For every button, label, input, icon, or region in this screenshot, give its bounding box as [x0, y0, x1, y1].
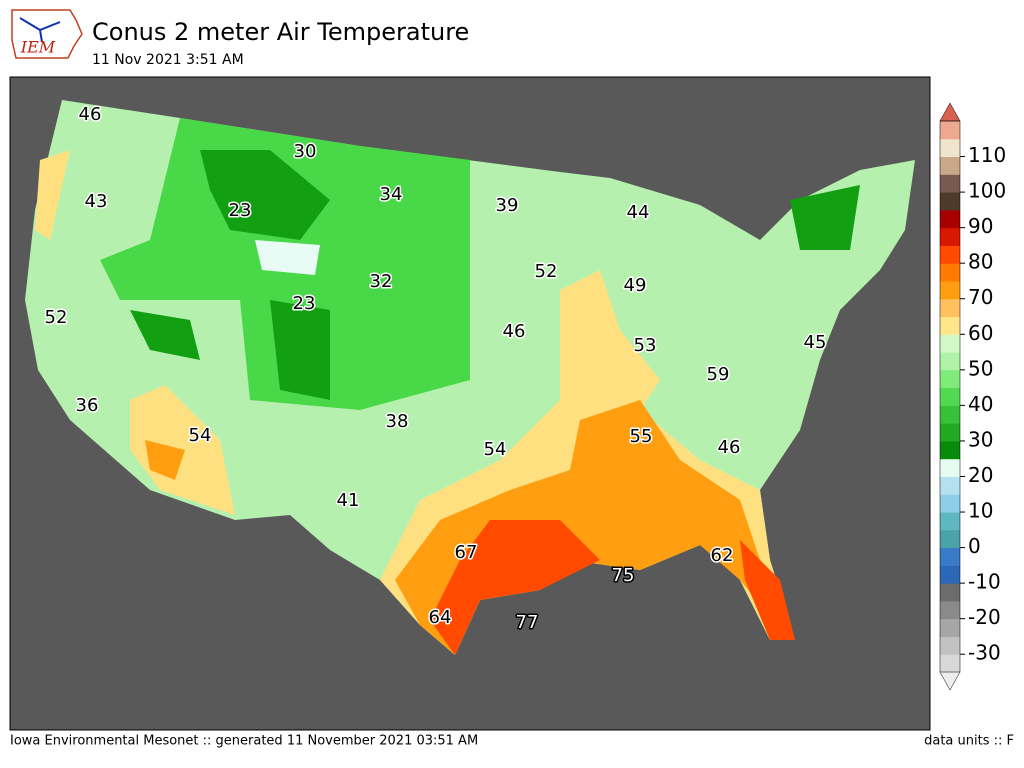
- colorbar-segment: [940, 423, 960, 442]
- colorbar-segment: [940, 192, 960, 211]
- colorbar-segment: [940, 245, 960, 264]
- footer-units: data units :: F: [924, 734, 1014, 749]
- colorbar-extend-low: [939, 671, 961, 691]
- temperature-label: 23: [293, 293, 316, 314]
- temperature-label: 54: [484, 439, 507, 460]
- colorbar-segment: [940, 121, 960, 140]
- colorbar-tick-label: 100: [968, 179, 1006, 203]
- colorbar-tick-label: 20: [968, 463, 993, 487]
- colorbar-frame: [939, 120, 961, 673]
- temperature-label: 75: [612, 565, 635, 586]
- temperature-label: 23: [229, 200, 252, 221]
- colorbar-segment: [940, 512, 960, 531]
- colorbar-segment: [940, 369, 960, 389]
- temperature-label: 36: [76, 395, 99, 416]
- colorbar-tick-label: 30: [968, 427, 993, 451]
- temperature-label: 46: [718, 437, 741, 458]
- colorbar-segment: [940, 387, 960, 406]
- colorbar-segment: [940, 440, 960, 460]
- temperature-label: 59: [707, 364, 730, 385]
- temperature-label: 39: [496, 195, 519, 216]
- temperature-label: 43: [85, 191, 108, 212]
- temperature-label: 46: [79, 104, 102, 125]
- logo: IEM: [11, 9, 83, 59]
- temperature-label: 38: [386, 411, 409, 432]
- colorbar-tick-label: 70: [968, 285, 993, 309]
- colorbar-tick-label: -30: [968, 641, 1001, 665]
- colorbar-segment: [940, 334, 960, 353]
- colorbar-segment: [940, 636, 960, 655]
- colorbar-segment: [940, 583, 960, 602]
- footer-credit: Iowa Environmental Mesonet :: generated …: [10, 734, 478, 749]
- colorbar-segment: [940, 458, 960, 477]
- colorbar-tick-label: -20: [968, 605, 1001, 629]
- colorbar-segment: [940, 405, 960, 424]
- colorbar-extend-high: [939, 102, 961, 122]
- colorbar-segment: [940, 565, 960, 584]
- temperature-label: 49: [624, 275, 647, 296]
- temperature-label: 34: [380, 184, 403, 205]
- colorbar-segment: [940, 494, 960, 513]
- cold-region: [130, 150, 860, 400]
- colorbar-segment: [940, 654, 960, 673]
- colorbar-segment: [940, 209, 960, 229]
- temperature-label: 52: [45, 307, 68, 328]
- colorbar-tick-label: 10: [968, 499, 993, 523]
- temperature-label: 46: [503, 321, 526, 342]
- temperature-label: 64: [429, 607, 452, 628]
- colorbar-segment: [940, 227, 960, 246]
- title: Conus 2 meter Air Temperature: [92, 18, 469, 46]
- colorbar-tick-label: 110: [968, 143, 1006, 167]
- temperature-label: 30: [294, 141, 317, 162]
- map: [9, 76, 931, 731]
- colorbar-segment: [940, 298, 960, 318]
- colorbar-segment: [940, 352, 960, 371]
- temperature-label: 41: [337, 490, 360, 511]
- temperature-label: 77: [516, 612, 539, 633]
- colorbar-segment: [940, 529, 960, 549]
- logo-outline: [11, 9, 83, 59]
- temperature-label: 52: [535, 261, 558, 282]
- colorbar-tick-label: 60: [968, 321, 993, 345]
- colorbar-segment: [940, 316, 960, 335]
- hot-region: [145, 400, 790, 655]
- hottest-region: [430, 520, 795, 655]
- colorbar-segment: [940, 174, 960, 193]
- temperature-label: 55: [630, 426, 653, 447]
- colorbar: -30 -20 -10 0 10 20 30 40 50 60 70 80 90 100 110: [939, 102, 1006, 691]
- colorbar-tick-label: -10: [968, 570, 1001, 594]
- colorbar-tick-label: 50: [968, 356, 993, 380]
- colorbar-tick-label: 80: [968, 250, 993, 274]
- coldest-region: [255, 240, 320, 275]
- colorbar-segment: [940, 156, 960, 175]
- colorbar-tick-label: 0: [968, 534, 981, 558]
- logo-text: IEM: [20, 38, 56, 57]
- subtitle: 11 Nov 2021 3:51 AM: [92, 52, 244, 68]
- colorbar-segment: [940, 547, 960, 566]
- temperature-label: 67: [455, 542, 478, 563]
- temperature-label: 53: [634, 335, 657, 356]
- temperature-label: 45: [804, 332, 827, 353]
- colorbar-segment: [940, 263, 960, 282]
- colorbar-segment: [940, 280, 960, 300]
- temperature-label: 54: [189, 425, 212, 446]
- colorbar-tick-label: 40: [968, 392, 993, 416]
- temperature-label: 32: [370, 271, 393, 292]
- colorbar-tick-label: 90: [968, 214, 993, 238]
- colorbar-segment: [940, 476, 960, 495]
- map-labels: 46 30 43 23 34 39 44 52 49 32 23 52 46 53 45 59 36 54 38 55…: [43, 103, 828, 635]
- temperature-label: 62: [711, 545, 734, 566]
- temperature-label: 44: [627, 202, 650, 223]
- colorbar-segment: [940, 618, 960, 637]
- colorbar-segment: [940, 138, 960, 158]
- logo-icon: [19, 17, 61, 43]
- colorbar-segment: [940, 600, 960, 620]
